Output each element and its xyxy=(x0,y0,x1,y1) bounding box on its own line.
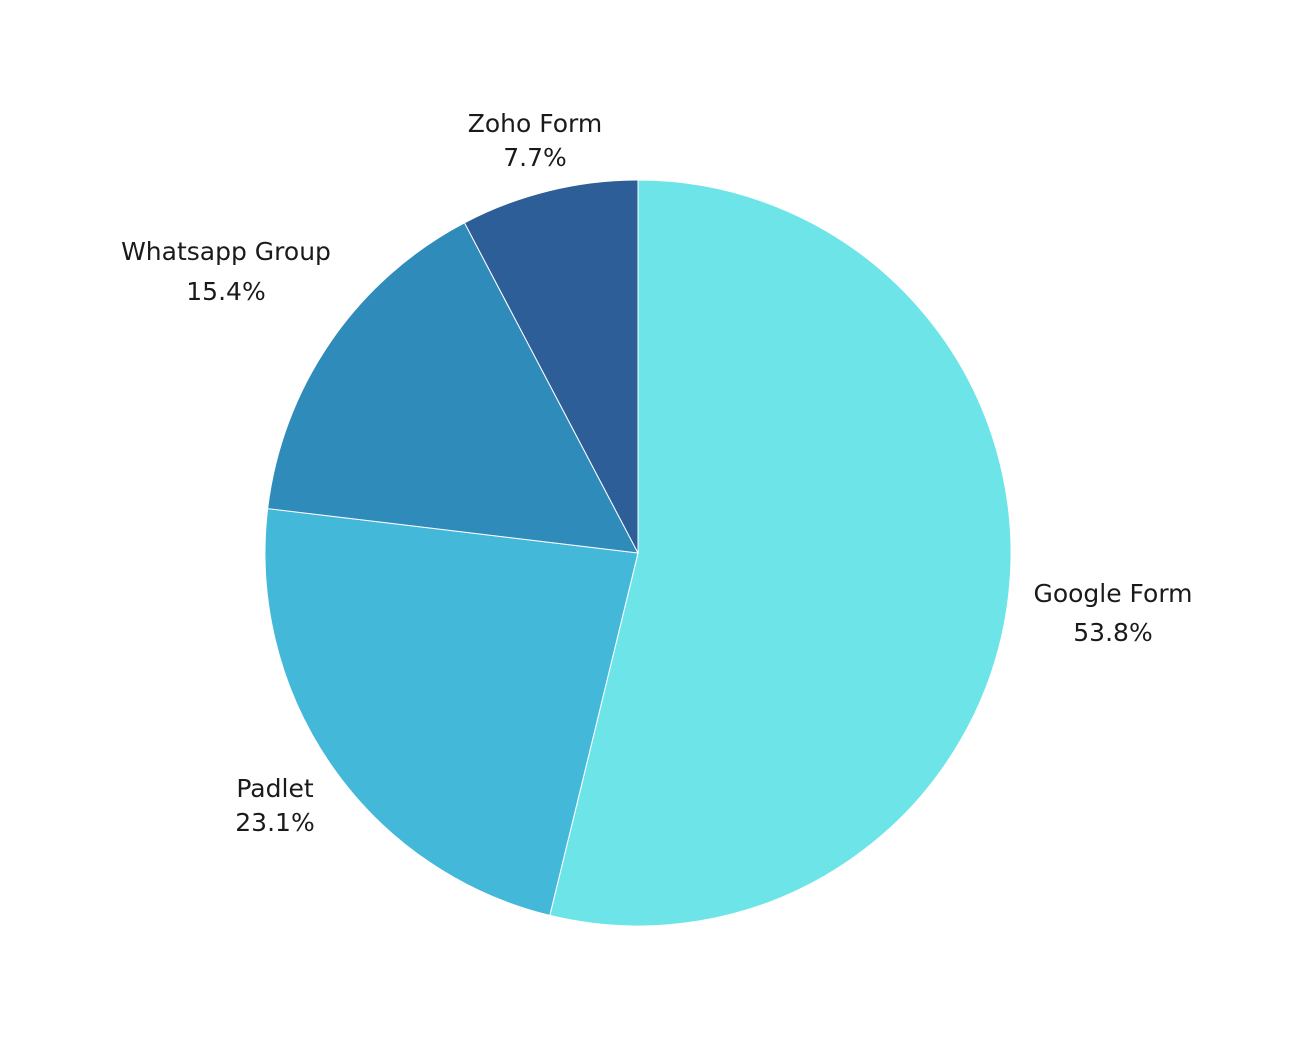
slice-label-google-form: Google Form xyxy=(1033,579,1192,608)
pie-slice-whatsapp-group xyxy=(267,222,639,554)
slice-value-google-form: 53.8% xyxy=(1073,618,1152,647)
slice-label-zoho-form: Zoho Form xyxy=(468,109,603,138)
pie-slice-google-form xyxy=(549,179,1012,927)
slice-labels: Google Form 53.8% Padlet 23.1% Whatsapp … xyxy=(121,109,1192,837)
pie-slice-zoho-form xyxy=(463,179,639,554)
pie-slices xyxy=(264,179,1012,927)
slice-value-whatsapp-group: 15.4% xyxy=(186,277,265,306)
slice-label-padlet: Padlet xyxy=(236,774,313,803)
pie-slice-padlet xyxy=(264,508,639,917)
slice-label-whatsapp-group: Whatsapp Group xyxy=(121,237,331,266)
slice-value-padlet: 23.1% xyxy=(235,808,314,837)
slice-value-zoho-form: 7.7% xyxy=(503,143,567,172)
